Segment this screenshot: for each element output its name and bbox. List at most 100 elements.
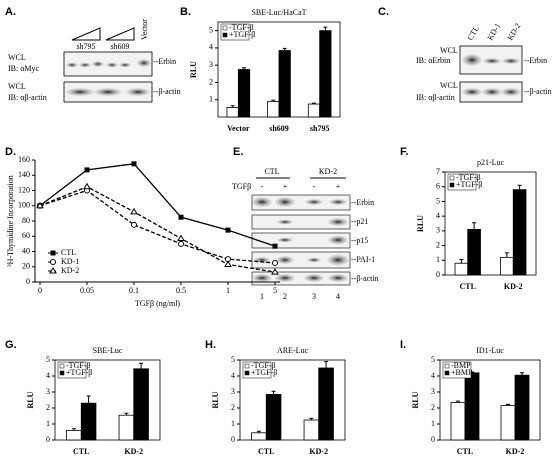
legend-label: -BMP [451, 361, 471, 370]
y-tick-label: 1 [46, 419, 50, 428]
panel-label: C. [378, 6, 389, 18]
x-tick-label: 1 [226, 286, 230, 295]
legend-box [447, 173, 477, 191]
sign: + [283, 182, 288, 191]
treatment-label: TGFβ [232, 182, 251, 191]
bar [500, 256, 514, 276]
x-tick-label: KD-2 [124, 447, 143, 456]
legend-swatch [59, 370, 65, 376]
band [502, 58, 520, 64]
error-bar [86, 395, 91, 404]
legend-swatch [449, 175, 455, 181]
band-label: --Erbin [153, 57, 176, 66]
bar [80, 402, 97, 441]
x-tick-label: 0 [38, 286, 42, 295]
legend-swatch [444, 363, 450, 369]
blot-a: A. sh795 sh609 Vector WCL IB: αMyc --Erb… [5, 6, 181, 103]
band-label: --p15 [351, 236, 368, 245]
error-bar [139, 362, 144, 369]
band-label: --Erbin [524, 56, 547, 65]
y-tick-label: 5 [436, 196, 440, 205]
plot-frame [439, 359, 541, 441]
x-tick-label: CTL [457, 447, 473, 456]
x-axis-label: TGFβ (ng/ml) [135, 299, 181, 308]
gradient-triangle [105, 27, 135, 41]
bar [278, 50, 291, 118]
panel-label: H. [205, 339, 216, 351]
plot-frame [444, 171, 537, 276]
lane-label: KD-1 [486, 22, 503, 42]
marker [36, 201, 44, 209]
bar [251, 432, 267, 441]
line [39, 163, 276, 247]
marker [272, 243, 278, 249]
legend-label: +TGF-β [456, 180, 482, 189]
band [462, 88, 482, 96]
marker [84, 167, 90, 173]
blot [251, 214, 351, 230]
marker [131, 161, 137, 167]
band [305, 199, 323, 205]
bar [454, 262, 469, 276]
y-tick-label: 60 [22, 231, 30, 240]
lane-number: 4 [336, 292, 340, 301]
error-bar [271, 390, 276, 395]
y-tick-label: 80 [22, 216, 30, 225]
band [328, 218, 348, 226]
bar [464, 372, 480, 441]
marker [83, 182, 91, 190]
y-tick-label: 1 [436, 255, 440, 264]
marker [178, 214, 184, 220]
chart-title: SBE-Luc/HaCaT [251, 8, 306, 17]
marker [131, 221, 137, 228]
marker [49, 267, 57, 274]
band [66, 88, 94, 96]
bar [66, 429, 82, 441]
legend-label: KD-2 [61, 266, 79, 275]
bar [307, 103, 321, 118]
y-tick-label: 3 [46, 387, 50, 396]
gradient-triangle [71, 27, 101, 41]
x-tick-label: 0.5 [176, 286, 186, 295]
error-bar [517, 184, 522, 190]
error-bar [71, 428, 76, 431]
legend-box [220, 23, 250, 41]
line [39, 185, 276, 273]
bar [512, 189, 527, 276]
bar [450, 401, 466, 441]
legend-label: CTL [61, 248, 76, 257]
row-label: WCL [8, 53, 26, 62]
bar [500, 405, 516, 441]
band-label: --PAI-1 [351, 255, 375, 264]
error-bar [282, 47, 287, 51]
band-label: --β-actin [351, 274, 379, 283]
lane-label: sh795 [76, 42, 95, 51]
bands [252, 197, 349, 282]
y-tick-label: 4 [231, 371, 235, 380]
y-tick-label: 2 [436, 240, 440, 249]
panel-label: F. [400, 146, 409, 158]
band [137, 59, 151, 67]
band-label: --β-actin [524, 87, 552, 96]
blot [251, 194, 351, 211]
error-bar [472, 222, 477, 230]
panel-label: E. [233, 146, 243, 158]
bar [237, 69, 251, 118]
marker [50, 250, 56, 256]
y-axis-label: RLU [211, 391, 220, 408]
panel-label: G. [5, 339, 17, 351]
row-label: IB: αMyc [8, 64, 40, 73]
x-tick-label: CTL [258, 447, 274, 456]
marker [177, 234, 185, 242]
band [66, 62, 78, 68]
legend-label: -TGF-β [251, 361, 276, 370]
chart-title: p21-Luc [477, 158, 505, 167]
error-bar [271, 99, 276, 102]
x-tick-label: KD-2 [504, 282, 523, 291]
lane-label: CTL [466, 24, 481, 42]
x-tick-label: CTL [73, 447, 89, 456]
marker [225, 227, 231, 233]
error-bar [323, 26, 328, 31]
y-tick-label: 3 [209, 60, 213, 69]
